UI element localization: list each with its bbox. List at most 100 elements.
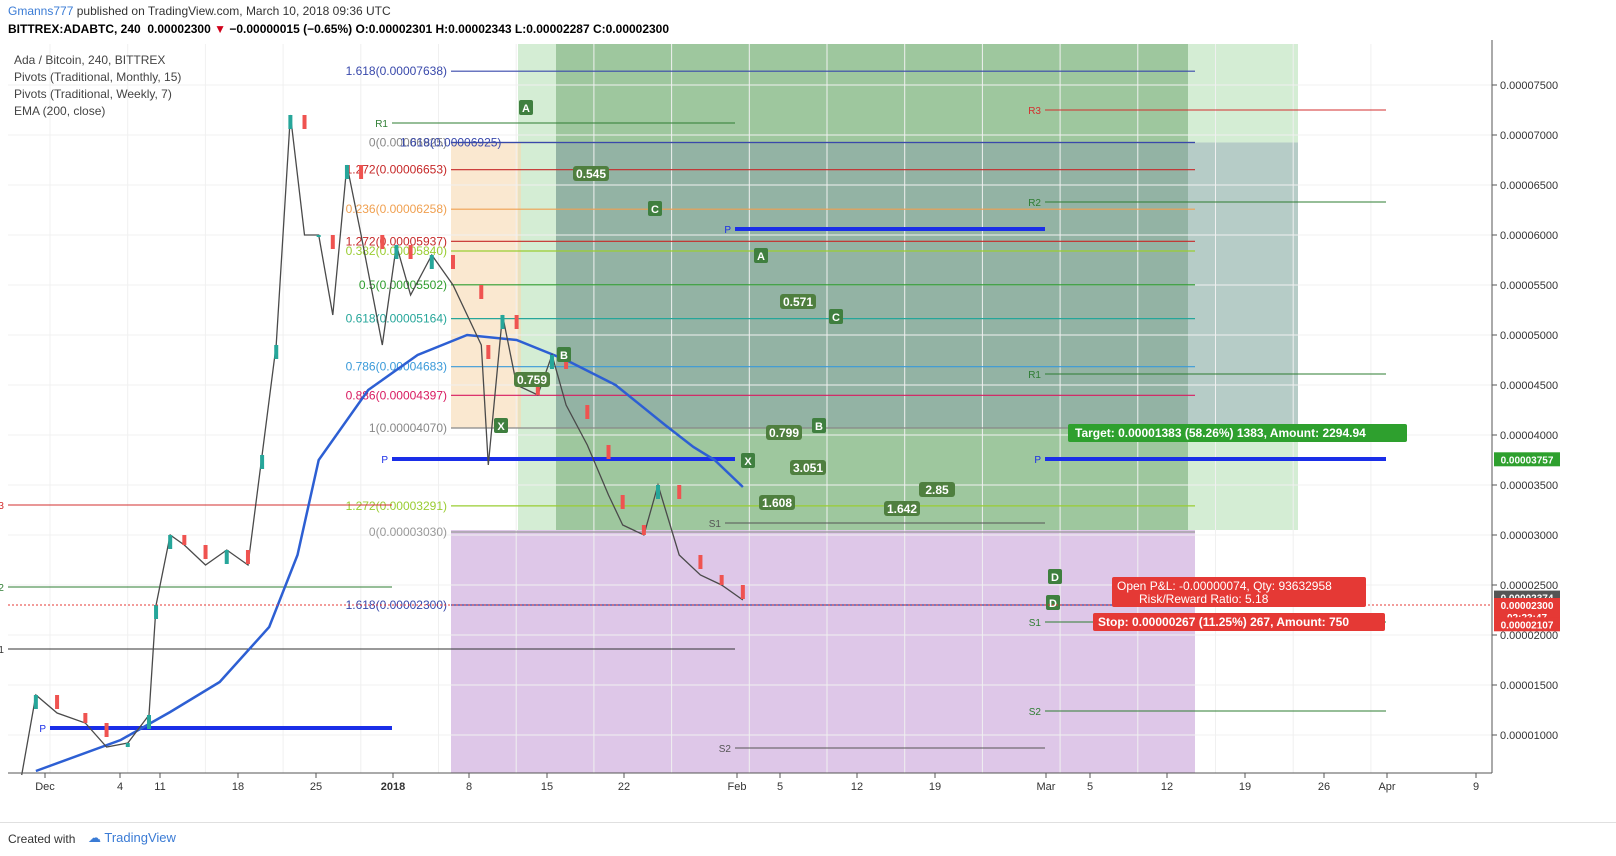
candle xyxy=(168,535,173,549)
x-tick-label: 4 xyxy=(117,781,123,793)
y-tick-label: 0.00004000 xyxy=(1500,430,1558,442)
price-axis-tag xyxy=(1494,617,1560,632)
candle xyxy=(260,455,265,469)
open-pl-box xyxy=(1112,577,1366,607)
price-axis-tag-label: 0.00003757 xyxy=(1501,455,1554,466)
pattern-point-label: D xyxy=(1049,598,1057,610)
target-label-box xyxy=(1068,424,1407,442)
fib-level-label: 0.886(0.00004397) xyxy=(346,388,447,402)
pattern-point-label: X xyxy=(497,421,505,433)
y-tick-label: 0.00004500 xyxy=(1500,380,1558,392)
created-with-text: Created with xyxy=(8,832,76,846)
candle xyxy=(302,115,307,129)
candle xyxy=(719,575,724,585)
fib-level-label: 1.618(0.00007638) xyxy=(346,64,447,78)
pattern-point-badge xyxy=(1048,569,1062,584)
x-tick-label: 11 xyxy=(154,781,165,793)
footer: Created with ☁ TradingView xyxy=(0,822,1616,856)
candle xyxy=(288,115,293,129)
down-arrow-icon: ▼ xyxy=(214,22,226,36)
x-tick-label: Feb xyxy=(728,781,747,793)
candle xyxy=(450,255,455,269)
author-link[interactable]: Gmanns777 xyxy=(8,4,74,18)
y-tick-label: 0.00007000 xyxy=(1500,130,1558,142)
y-tick-label: 0.00003000 xyxy=(1500,530,1558,542)
pattern-ratio-badge xyxy=(573,166,609,181)
y-tick-label: 0.00007500 xyxy=(1500,80,1558,92)
pattern-ratio-label: 3.051 xyxy=(793,461,823,475)
candle xyxy=(125,743,130,747)
pattern-point-badge xyxy=(754,248,768,263)
pattern-ratio-label: 1.642 xyxy=(887,502,917,516)
candle xyxy=(203,545,208,559)
fib-level-label: 0(0.00006925) xyxy=(369,136,447,150)
symbol-text: BITTREX:ADABTC, 240 xyxy=(8,22,141,36)
pattern-ratio-badge xyxy=(884,501,920,516)
candle xyxy=(698,555,703,569)
x-tick-label: 5 xyxy=(1087,781,1093,793)
candle xyxy=(33,695,38,709)
y-tick-label: 0.00003500 xyxy=(1500,480,1558,492)
pivot-label: P xyxy=(39,724,46,735)
stop-label: Stop: 0.00000267 (11.25%) 267, Amount: 7… xyxy=(1098,615,1349,629)
pattern-point-badge xyxy=(812,418,826,433)
x-tick-label: Mar xyxy=(1037,781,1056,793)
x-tick-label: 2018 xyxy=(381,781,405,793)
pattern-point-badge xyxy=(648,201,662,216)
x-tick-label: Dec xyxy=(35,781,55,793)
candle xyxy=(585,405,590,419)
candle xyxy=(104,723,109,737)
y-tick-label: 0.00006500 xyxy=(1500,180,1558,192)
pattern-ratio-badge xyxy=(766,425,802,440)
pivot-label: R1 xyxy=(0,645,4,656)
fib-level-label: 1.272(0.00005937) xyxy=(346,234,447,248)
pattern-point-label: A xyxy=(757,251,765,263)
open-pl-label: Open P&L: -0.00000074, Qty: 93632958 xyxy=(1117,579,1332,593)
candle xyxy=(549,355,554,369)
candle xyxy=(394,245,399,259)
target-zone xyxy=(518,44,1298,530)
x-tick-label: 26 xyxy=(1318,781,1330,793)
indicator-legend: Ada / Bitcoin, 240, BITTREX Pivots (Trad… xyxy=(14,52,181,120)
x-tick-label: 22 xyxy=(618,781,630,793)
publish-line: Gmanns777 published on TradingView.com, … xyxy=(8,4,391,18)
candle xyxy=(154,605,159,619)
legend-title: Ada / Bitcoin, 240, BITTREX xyxy=(14,53,166,67)
pattern-ratio-badge xyxy=(514,372,550,387)
fib-level-label: 0.236(0.00006258) xyxy=(346,202,447,216)
candle xyxy=(606,445,611,459)
candle xyxy=(55,695,60,709)
ema-line xyxy=(35,333,744,773)
candle xyxy=(429,255,434,269)
candle xyxy=(245,550,250,564)
target-label: Target: 0.00001383 (58.26%) 1383, Amount… xyxy=(1075,426,1366,440)
y-tick-label: 0.00002000 xyxy=(1500,630,1558,642)
price-line xyxy=(21,114,744,776)
candle xyxy=(514,315,519,329)
x-tick-label: 18 xyxy=(232,781,244,793)
candle xyxy=(620,495,625,509)
legend-item[interactable]: Pivots (Traditional, Weekly, 7) xyxy=(14,87,172,101)
pivot-label: P xyxy=(1034,455,1041,466)
candle xyxy=(344,165,349,179)
y-tick-label: 0.00006000 xyxy=(1500,230,1558,242)
ohlc-values: O:0.00002301 H:0.00002343 L:0.00002287 C… xyxy=(355,22,670,36)
x-tick-label: 15 xyxy=(541,781,553,793)
x-tick-label: 9 xyxy=(1473,781,1479,793)
pattern-point-badge xyxy=(829,309,843,324)
pattern-ratio-label: 2.85 xyxy=(925,483,949,497)
fib-box-upper xyxy=(556,44,1188,530)
legend-item[interactable]: Pivots (Traditional, Monthly, 15) xyxy=(14,70,182,84)
stop-label-box xyxy=(1093,613,1385,631)
tradingview-logo-link[interactable]: ☁ TradingView xyxy=(88,830,176,845)
candle xyxy=(408,245,413,259)
fib-level-label: 1.618(0.00006925) xyxy=(400,136,501,150)
last-price: 0.00002300 xyxy=(147,22,211,36)
price-chart[interactable]: 1.618(0.00007638) 0(0.00006925)1.618(0.00… xyxy=(0,40,1616,822)
legend-item[interactable]: EMA (200, close) xyxy=(14,104,106,118)
candle xyxy=(83,713,88,723)
pivot-label: R3 xyxy=(1028,106,1041,117)
pivot-label: R3 xyxy=(0,501,4,512)
candle xyxy=(535,385,540,395)
fib-level-label: 0.618(0.00005164) xyxy=(346,312,447,326)
